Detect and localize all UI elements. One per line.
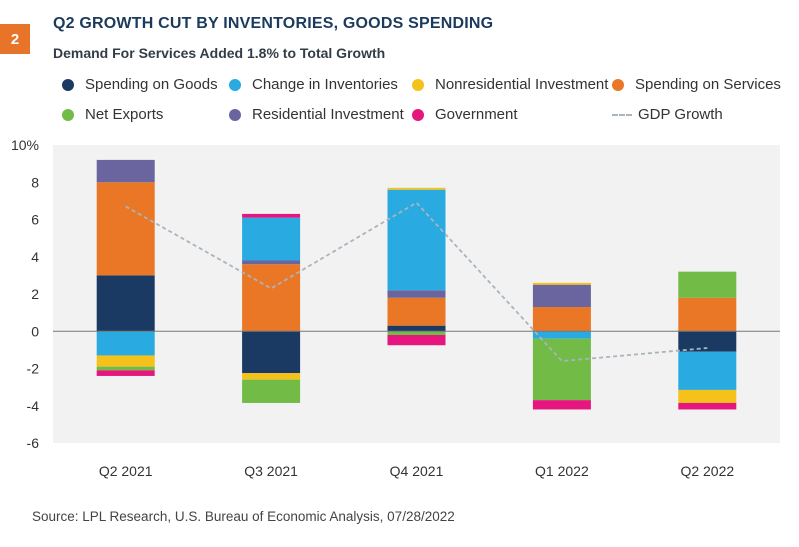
chart-subtitle: Demand For Services Added 1.8% to Total … [53, 45, 386, 61]
bar-segment-net-exports [387, 331, 446, 335]
legend-label: Residential Investment [252, 106, 404, 123]
legend-label: Spending on Services [635, 76, 781, 93]
bar-segment-spending-on-services [678, 297, 737, 332]
y-tick-label: 6 [31, 212, 39, 228]
bar-segment-residential-investment [242, 260, 301, 265]
x-tick-label: Q3 2021 [244, 463, 298, 479]
legend-dot-nonresidential-investment [412, 78, 424, 91]
bar-segment-government [678, 402, 737, 410]
bar-segment-spending-on-goods [678, 331, 737, 352]
bar-segment-nonresidential-investment [96, 355, 155, 367]
legend-item-spending-on-goods: Spending on Goods [62, 76, 218, 93]
bar-segment-spending-on-goods [242, 331, 301, 374]
bar-segment-spending-on-services [387, 297, 446, 326]
chart-title: Q2 GROWTH CUT BY INVENTORIES, GOODS SPEN… [53, 15, 494, 32]
bar-segment-government [96, 370, 155, 376]
bar-segment-change-in-inventories [532, 331, 591, 339]
bar-segment-residential-investment [387, 290, 446, 298]
legend-dot-change-in-inventories [229, 78, 241, 91]
x-tick-label: Q4 2021 [390, 463, 444, 479]
legend-item-residential-investment: Residential Investment [229, 106, 404, 123]
y-tick-label: 2 [31, 286, 39, 302]
legend-label: Nonresidential Investment [435, 76, 609, 93]
legend-item-gdp-growth: GDP Growth [612, 106, 723, 123]
bar-segment-nonresidential-investment [387, 187, 446, 190]
bar-segment-net-exports [96, 366, 155, 371]
bar-segment-change-in-inventories [387, 189, 446, 291]
y-tick-label: 0 [31, 323, 39, 339]
figure-number-badge: 2 [0, 24, 30, 54]
x-tick-label: Q2 2021 [99, 463, 153, 479]
y-tick-label: 4 [31, 249, 39, 265]
legend-item-net-exports: Net Exports [62, 106, 163, 123]
bar-segment-net-exports [242, 379, 301, 403]
legend-dot-residential-investment [229, 108, 241, 121]
legend-label: Government [435, 106, 518, 123]
legend-dot-spending-on-goods [62, 78, 74, 91]
legend-dot-spending-on-services [612, 78, 624, 91]
legend-dot-net-exports [62, 108, 74, 121]
bar-segment-residential-investment [96, 159, 155, 183]
bar-segment-spending-on-goods [387, 325, 446, 332]
bar-segment-change-in-inventories [678, 351, 737, 390]
y-tick-label: 10% [11, 137, 39, 153]
bar-segment-spending-on-services [96, 182, 155, 276]
bar-segment-net-exports [532, 338, 591, 401]
legend-dash-gdp-growth [612, 113, 632, 116]
source-note: Source: LPL Research, U.S. Bureau of Eco… [32, 509, 455, 524]
legend-label: Change in Inventories [252, 76, 398, 93]
legend-item-government: Government [412, 106, 518, 123]
bar-segment-change-in-inventories [96, 331, 155, 356]
bar-segment-spending-on-services [242, 264, 301, 332]
bar-segment-spending-on-goods [96, 275, 155, 332]
legend-item-spending-on-services: Spending on Services [612, 76, 781, 93]
bar-segment-change-in-inventories [242, 217, 301, 261]
legend-label: GDP Growth [638, 106, 723, 123]
bar-segment-net-exports [678, 271, 737, 298]
legend-item-change-in-inventories: Change in Inventories [229, 76, 398, 93]
x-tick-label: Q2 2022 [680, 463, 734, 479]
legend-label: Spending on Goods [85, 76, 218, 93]
legend-item-nonresidential-investment: Nonresidential Investment [412, 76, 608, 93]
x-tick-label: Q1 2022 [535, 463, 589, 479]
bar-segment-government [532, 400, 591, 410]
y-tick-label: 8 [31, 174, 39, 190]
bar-segment-government [242, 213, 301, 218]
y-tick-label: -2 [27, 361, 40, 377]
bar-segment-residential-investment [532, 284, 591, 308]
bar-segment-nonresidential-investment [532, 282, 591, 285]
bar-segment-nonresidential-investment [678, 389, 737, 403]
y-tick-label: -6 [27, 435, 40, 451]
legend-label: Net Exports [85, 106, 164, 123]
bar-segment-government [387, 334, 446, 346]
legend-dot-government [412, 108, 424, 121]
bar-segment-spending-on-services [532, 307, 591, 332]
bar-segment-nonresidential-investment [242, 373, 301, 380]
y-tick-label: -4 [27, 398, 40, 414]
